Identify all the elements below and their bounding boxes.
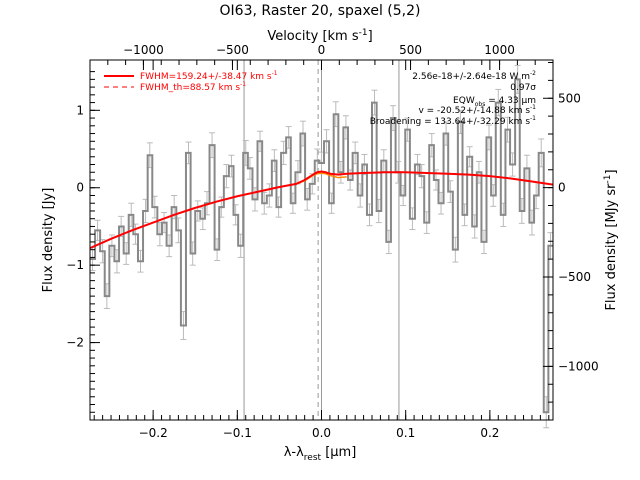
annotation-sigma: 0.97σ bbox=[510, 83, 536, 93]
chart-title: OI63, Raster 20, spaxel (5,2) bbox=[220, 3, 421, 19]
x-tick-label-1: −0.1 bbox=[223, 426, 252, 440]
data-histogram bbox=[90, 78, 553, 414]
top-tick-label-2: 0 bbox=[318, 43, 326, 57]
top-axis-label: Velocity [km s-1] bbox=[267, 28, 372, 44]
x-tick-label-2: 0.0 bbox=[312, 426, 331, 440]
y-tick-label-1: −1 bbox=[66, 258, 84, 272]
annotation-broadening: Broadening = 133.64+/-32.29 km s-1 bbox=[370, 115, 536, 127]
legend-label-fwhm: FWHM=159.24+/-38.47 km s-1 bbox=[140, 70, 278, 82]
top-tick-label-4: 1000 bbox=[484, 43, 515, 57]
x-tick-label-4: 0.2 bbox=[480, 426, 499, 440]
legend: FWHM=159.24+/-38.47 km s-1 FWHM_th=88.57… bbox=[104, 70, 278, 93]
x-tick-label-3: 0.1 bbox=[396, 426, 415, 440]
annotation-eqw: EQWobs = 4.33 μm bbox=[453, 96, 536, 108]
y-tick-label-3: 1 bbox=[76, 103, 84, 117]
y-tick-label-0: −2 bbox=[66, 336, 84, 350]
fit-annotations: 2.56e-18+/-2.64e-18 W m-2 0.97σ EQWobs =… bbox=[370, 70, 537, 127]
right-tick-label-3: 500 bbox=[558, 91, 581, 105]
right-y-axis-label: Flux density [MJy sr-1] bbox=[603, 169, 619, 310]
annotation-velocity: v = -20.52+/-14.88 km s-1 bbox=[418, 104, 536, 116]
right-tick-label-1: −500 bbox=[558, 270, 591, 284]
top-tick-label-0: −1000 bbox=[123, 43, 164, 57]
right-tick-label-0: −1000 bbox=[558, 359, 599, 373]
model-line bbox=[89, 170, 554, 250]
x-tick-label-0: −0.2 bbox=[139, 426, 168, 440]
legend-label-fwhm-th: FWHM_th=88.57 km s-1 bbox=[140, 81, 246, 93]
y-axis-label: Flux density [Jy] bbox=[41, 188, 56, 293]
right-tick-label-2: 0 bbox=[558, 181, 566, 195]
y-tick-label-2: 0 bbox=[76, 181, 84, 195]
top-tick-label-3: 500 bbox=[399, 43, 422, 57]
plot-area: −0.2 −0.1 0.0 0.1 0.2 −1000 −500 0 500 1000 −2 −1 0 1… bbox=[66, 43, 598, 440]
annotation-flux: 2.56e-18+/-2.64e-18 W m-2 bbox=[412, 70, 536, 82]
top-tick-label-1: −500 bbox=[216, 43, 249, 57]
x-axis-label: λ-λrest [μm] bbox=[284, 445, 357, 463]
